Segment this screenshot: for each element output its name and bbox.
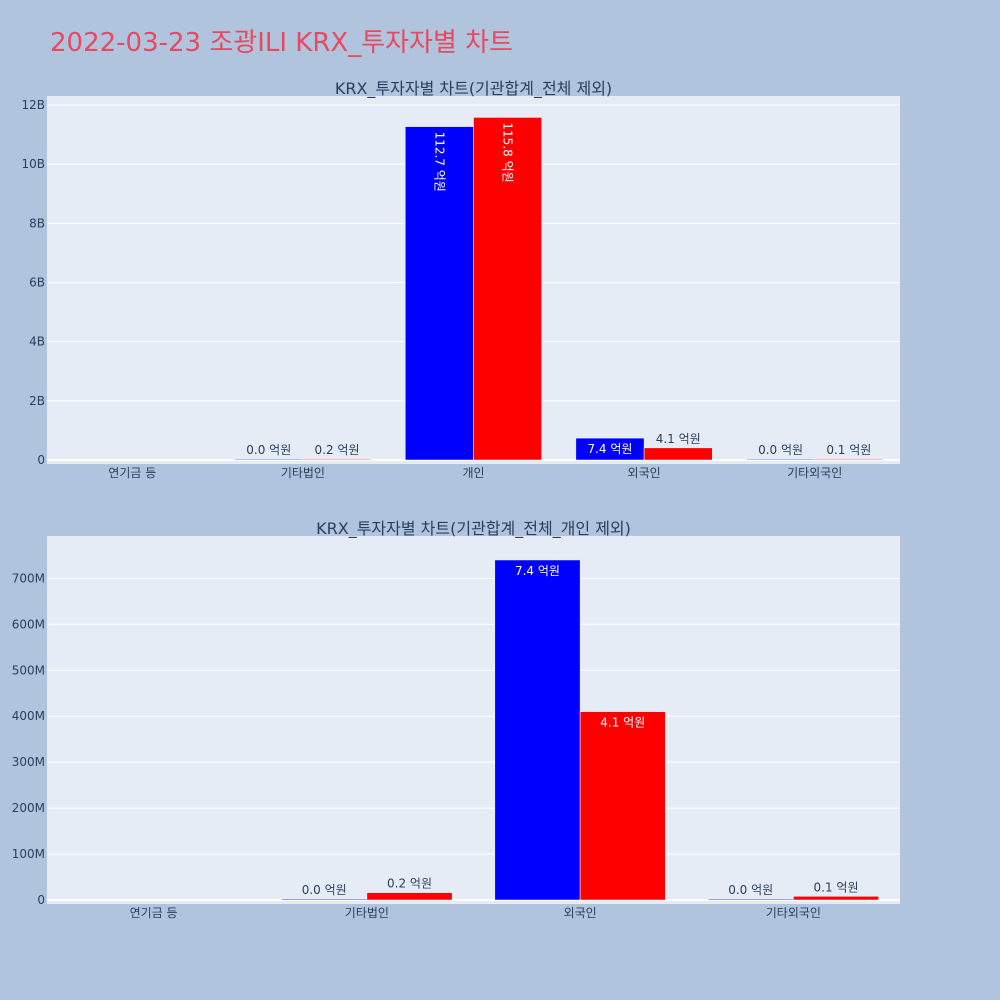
y-tick-label: 400M [12,709,45,723]
chart-1: 0 2B 4B 6B 8B 10B 12B KRX_투자자별 차트(기관합계_전체 제외) 연기… [21,79,900,480]
plot-area [47,536,900,904]
y-tick-label: 0 [37,453,45,467]
y-tick-label: 6B [29,276,45,290]
bar [707,898,794,901]
data-label: 0.0 억원 [728,883,773,897]
x-tick-label: 기타법인 [281,466,325,480]
bar [814,458,884,461]
bar [405,126,474,461]
chart-2: 0 100M 200M 300M 400M 500M 600M 700M KRX_투자자별 차트… [12,519,900,920]
data-label: 0.1 억원 [826,443,871,457]
bar [234,458,304,461]
data-label: 0.2 억원 [387,877,432,891]
data-label: 0.0 억원 [302,883,347,897]
y-tick-label: 300M [12,755,45,769]
x-tick-label: 연기금 등 [108,466,156,480]
page-title: 2022-03-23 조광ILI KRX_투자자별 차트 [50,28,514,58]
y-tick-label: 12B [21,98,45,112]
bar [579,711,666,901]
y-tick-label: 2B [29,394,45,408]
y-tick-label: 600M [12,617,45,631]
bar [281,898,368,901]
y-tick-label: 100M [12,847,45,861]
x-tick-label: 기타외국인 [766,906,821,920]
data-label: 4.1 억원 [656,432,701,446]
y-tick-label: 8B [29,216,45,230]
data-label: 0.2 억원 [315,443,360,457]
bar [746,458,815,461]
x-tick-label: 연기금 등 [130,906,178,920]
bar [494,559,581,901]
x-tick-label: 기타법인 [345,906,389,920]
bar [643,447,713,461]
data-label: 0.0 억원 [758,443,803,457]
y-tick-label: 500M [12,663,45,677]
bar [366,892,453,901]
x-tick-label: 외국인 [564,906,597,920]
data-label: 112.7 억원 [432,132,446,192]
y-tick-label: 4B [29,335,45,349]
chart-title: KRX_투자자별 차트(기관합계_전체_개인 제외) [316,519,631,539]
data-label: 115.8 억원 [501,122,515,182]
bar [302,458,372,461]
data-label: 7.4 억원 [515,564,560,578]
x-tick-label: 개인 [462,466,484,480]
bar [793,896,879,901]
y-tick-label: 10B [21,157,45,171]
data-label: 0.1 억원 [814,880,859,894]
bar [473,117,542,461]
y-tick-label: 700M [12,571,45,585]
data-label: 7.4 억원 [587,442,632,456]
y-tick-label: 0 [37,893,45,907]
x-tick-label: 외국인 [628,466,661,480]
chart-title: KRX_투자자별 차트(기관합계_전체 제외) [335,79,612,99]
x-tick-label: 기타외국인 [787,466,842,480]
data-label: 0.0 억원 [246,443,291,457]
y-tick-label: 200M [12,801,45,815]
data-label: 4.1 억원 [600,716,645,730]
